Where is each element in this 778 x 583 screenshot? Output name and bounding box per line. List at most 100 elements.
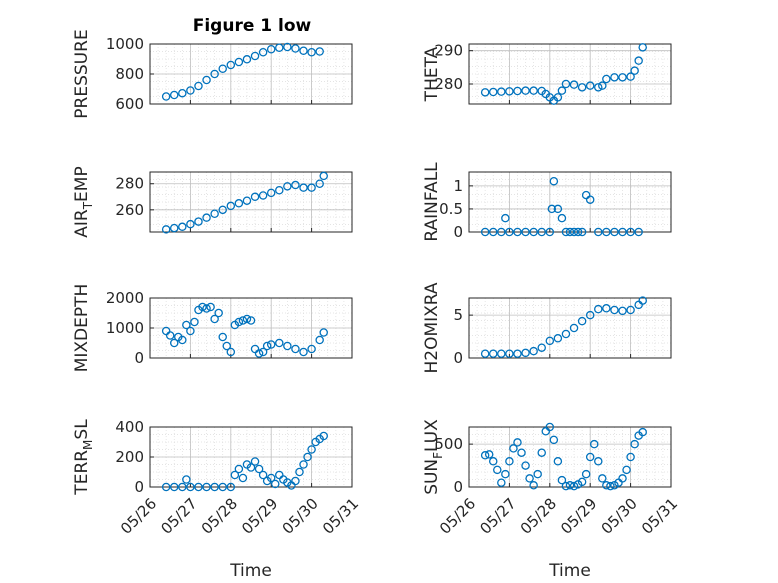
- data-point: [266, 473, 276, 483]
- data-point: [634, 227, 643, 237]
- data-point: [585, 452, 595, 462]
- data-point: [488, 87, 498, 97]
- data-point: [250, 51, 260, 61]
- data-point: [202, 482, 211, 492]
- data-point: [275, 186, 284, 195]
- subplot-pressure: 600 800 1000 PRESSURE: [72, 29, 353, 119]
- data-point: [178, 88, 187, 98]
- y-tick-label: 0: [453, 478, 463, 496]
- data-point: [505, 227, 514, 237]
- data-point: [262, 341, 272, 351]
- data-point: [234, 199, 244, 208]
- data-point: [186, 86, 195, 95]
- data-point: [178, 335, 187, 345]
- y-axis-label: H2OMIXRA: [422, 282, 442, 373]
- data-point: [218, 64, 227, 74]
- data-point: [206, 302, 215, 312]
- y-tick-label: 290: [434, 42, 463, 60]
- data-point: [291, 44, 300, 53]
- y-tick-label: 1000: [106, 319, 144, 337]
- data-point: [594, 457, 603, 466]
- data-point: [493, 465, 502, 475]
- data-point: [598, 81, 607, 90]
- data-point: [226, 60, 236, 70]
- data-point: [488, 227, 498, 237]
- data-point: [178, 482, 187, 492]
- data-point: [238, 316, 248, 325]
- data-point: [545, 227, 555, 237]
- data-point: [238, 473, 248, 483]
- data-point: [266, 188, 276, 198]
- data-point: [618, 306, 627, 316]
- x-axis-label: Time: [229, 561, 272, 581]
- data-point: [638, 296, 647, 305]
- data-point: [638, 43, 647, 52]
- data-point: [186, 482, 195, 492]
- data-point: [610, 227, 619, 237]
- data-point: [577, 227, 587, 237]
- data-point: [529, 346, 538, 356]
- y-axis-label: TERRMSL: [72, 419, 95, 496]
- data-point: [319, 431, 328, 441]
- data-point: [557, 86, 567, 95]
- data-point: [275, 338, 284, 348]
- data-point: [585, 195, 595, 204]
- data-point: [602, 304, 611, 313]
- data-point: [315, 179, 324, 188]
- data-point: [161, 482, 171, 492]
- data-point: [266, 340, 276, 349]
- y-tick-label: 0: [134, 349, 144, 367]
- data-point: [226, 482, 236, 492]
- data-point: [214, 308, 223, 318]
- data-point: [521, 86, 530, 95]
- data-point: [319, 171, 328, 181]
- data-point: [573, 227, 583, 237]
- data-point: [577, 83, 587, 92]
- data-point: [626, 227, 635, 237]
- y-tick-label: 400: [115, 418, 144, 436]
- data-point: [258, 470, 268, 480]
- data-point: [246, 463, 256, 472]
- data-point: [299, 183, 308, 192]
- data-point: [178, 222, 187, 232]
- data-point: [484, 450, 494, 459]
- data-point: [254, 464, 264, 474]
- x-axis-label: Time: [548, 561, 591, 581]
- data-point: [553, 334, 563, 343]
- data-point: [299, 460, 308, 469]
- data-point: [234, 57, 244, 67]
- y-axis-label: AIRTEMP: [72, 166, 95, 237]
- y-tick-label: 500: [434, 435, 463, 453]
- data-point: [254, 349, 264, 358]
- data-point: [569, 323, 579, 333]
- data-point: [210, 209, 219, 218]
- data-point: [307, 48, 316, 57]
- y-tick-label: 2000: [106, 289, 144, 307]
- data-point: [594, 304, 603, 314]
- y-tick-label: 0.5: [439, 200, 463, 218]
- data-point: [547, 204, 557, 214]
- data-point: [250, 192, 260, 202]
- data-point: [553, 93, 563, 102]
- data-point: [569, 80, 579, 89]
- data-point: [169, 223, 179, 233]
- data-point: [295, 467, 304, 477]
- data-point: [315, 335, 324, 345]
- y-tick-label: 1000: [106, 35, 144, 53]
- data-point: [622, 465, 631, 475]
- data-point: [513, 227, 522, 237]
- data-point: [501, 469, 510, 479]
- y-tick-label: 280: [115, 175, 144, 193]
- data-point: [505, 457, 514, 466]
- data-point: [497, 478, 506, 487]
- data-point: [537, 343, 546, 352]
- data-point: [557, 475, 567, 485]
- data-point: [505, 87, 514, 96]
- data-point: [210, 69, 219, 79]
- y-tick-label: 5: [453, 306, 463, 324]
- data-point: [505, 349, 514, 358]
- data-point: [577, 316, 587, 326]
- data-point: [291, 344, 300, 354]
- subplot-h2omixra: 0 5 H2OMIXRA: [422, 282, 672, 374]
